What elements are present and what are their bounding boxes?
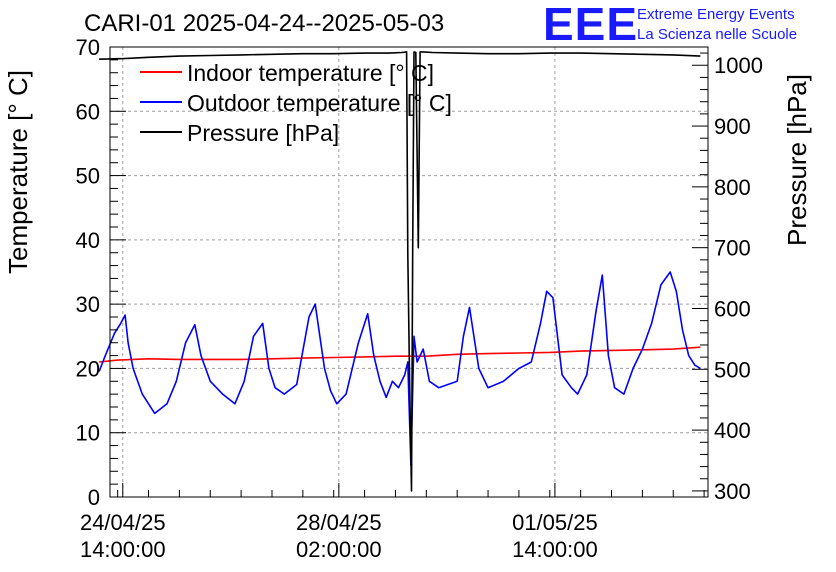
- legend-label-1: Indoor temperature [° C]: [187, 60, 434, 86]
- y-left-tick-label: 30: [76, 292, 100, 317]
- gridlines: [110, 47, 708, 497]
- chart-title: CARI-01 2025-04-24--2025-05-03: [84, 10, 444, 37]
- y-right-tick-label: 500: [714, 357, 751, 382]
- x-tick-label-date: 01/05/25: [512, 510, 598, 535]
- y-right-tick-label: 600: [714, 296, 751, 321]
- series-line-1: [99, 346, 701, 363]
- legend-label-2: Outdoor temperature [° C]: [187, 90, 452, 116]
- y-right-tick-label: 900: [714, 114, 751, 139]
- y-left-tick-label: 70: [76, 35, 100, 60]
- eee-logo: EEE Extreme Energy Events La Scienza nel…: [543, 0, 797, 50]
- y-right-tick-label: 700: [714, 236, 751, 261]
- legend-label-3: Pressure [hPa]: [187, 120, 339, 146]
- x-tick-label-date: 28/04/25: [296, 510, 382, 535]
- y-axis-right-label: Pressure [hPa]: [782, 74, 812, 246]
- x-tick-label-date: 24/04/25: [80, 510, 166, 535]
- y-left-tick-label: 10: [76, 421, 100, 446]
- series-line-2: [98, 271, 701, 466]
- legend: Indoor temperature [° C] Outdoor temperat…: [140, 60, 452, 146]
- x-tick-label-time: 02:00:00: [296, 537, 382, 562]
- y-right-tick-label: 1000: [714, 53, 763, 78]
- axes: 0 10 20 30 40 50 60 70 300 400 500 600 700 800 900 1000…: [76, 35, 763, 562]
- y-left-tick-label: 50: [76, 164, 100, 189]
- y-left-tick-label: 60: [76, 99, 100, 124]
- x-tick-label-time: 14:00:00: [512, 537, 598, 562]
- y-right-tick-label: 400: [714, 418, 751, 443]
- eee-logo-line2: La Scienza nelle Scuole: [637, 26, 797, 43]
- y-right-tick-label: 800: [714, 175, 751, 200]
- y-left-tick-label: 0: [88, 485, 100, 510]
- series-lines: [98, 51, 701, 492]
- x-tick-label-time: 14:00:00: [80, 537, 166, 562]
- eee-logo-mark: EEE: [543, 0, 638, 50]
- series-line-3: [99, 51, 701, 492]
- eee-logo-line1: Extreme Energy Events: [637, 6, 795, 23]
- y-right-tick-label: 300: [714, 479, 751, 504]
- y-axis-left-label: Temperature [° C]: [3, 70, 33, 274]
- y-left-tick-label: 40: [76, 228, 100, 253]
- y-left-tick-label: 20: [76, 356, 100, 381]
